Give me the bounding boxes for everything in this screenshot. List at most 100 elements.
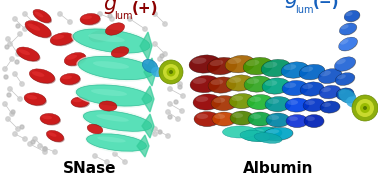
- Ellipse shape: [192, 58, 206, 64]
- Ellipse shape: [340, 24, 357, 36]
- Circle shape: [163, 22, 167, 26]
- Text: SNase: SNase: [63, 161, 117, 176]
- Ellipse shape: [207, 57, 237, 75]
- Circle shape: [16, 52, 20, 56]
- Circle shape: [23, 12, 27, 16]
- Circle shape: [153, 42, 157, 46]
- Ellipse shape: [268, 115, 279, 120]
- Ellipse shape: [335, 73, 355, 85]
- Ellipse shape: [339, 38, 358, 51]
- Ellipse shape: [190, 75, 220, 93]
- Ellipse shape: [96, 114, 129, 122]
- Ellipse shape: [285, 98, 310, 113]
- Ellipse shape: [302, 67, 313, 72]
- Ellipse shape: [30, 70, 56, 84]
- Circle shape: [93, 154, 97, 158]
- Ellipse shape: [208, 58, 237, 75]
- Circle shape: [143, 27, 147, 31]
- Circle shape: [18, 97, 22, 101]
- Circle shape: [43, 150, 47, 154]
- Circle shape: [166, 134, 170, 138]
- Circle shape: [180, 109, 184, 113]
- Ellipse shape: [335, 57, 356, 72]
- Ellipse shape: [305, 100, 315, 105]
- Ellipse shape: [33, 9, 51, 23]
- Ellipse shape: [282, 81, 308, 96]
- Ellipse shape: [73, 29, 150, 53]
- Ellipse shape: [287, 115, 308, 128]
- Circle shape: [176, 117, 180, 121]
- Ellipse shape: [320, 101, 340, 113]
- Ellipse shape: [25, 94, 47, 106]
- Ellipse shape: [197, 114, 208, 119]
- Ellipse shape: [246, 60, 259, 66]
- Ellipse shape: [189, 55, 221, 73]
- Ellipse shape: [263, 128, 293, 141]
- Circle shape: [58, 12, 62, 16]
- Ellipse shape: [228, 58, 241, 64]
- Ellipse shape: [82, 109, 153, 133]
- Circle shape: [33, 22, 37, 26]
- Ellipse shape: [93, 61, 129, 69]
- Ellipse shape: [254, 133, 282, 143]
- Circle shape: [6, 117, 10, 121]
- Ellipse shape: [305, 115, 324, 128]
- Ellipse shape: [226, 56, 256, 73]
- Ellipse shape: [89, 30, 111, 42]
- Text: lum: lum: [114, 11, 133, 21]
- Ellipse shape: [193, 78, 206, 84]
- Ellipse shape: [191, 76, 220, 93]
- Circle shape: [28, 142, 32, 146]
- Circle shape: [113, 152, 117, 156]
- Circle shape: [153, 127, 157, 131]
- Circle shape: [168, 87, 172, 91]
- Ellipse shape: [189, 55, 222, 74]
- Ellipse shape: [72, 98, 90, 108]
- Ellipse shape: [229, 93, 255, 109]
- Ellipse shape: [212, 112, 237, 127]
- Ellipse shape: [250, 114, 261, 119]
- Polygon shape: [140, 32, 152, 60]
- Ellipse shape: [285, 98, 309, 112]
- Ellipse shape: [76, 85, 152, 106]
- Ellipse shape: [284, 64, 296, 70]
- Circle shape: [158, 57, 162, 61]
- Ellipse shape: [339, 37, 358, 51]
- Ellipse shape: [281, 62, 309, 78]
- Ellipse shape: [32, 71, 44, 77]
- Ellipse shape: [105, 23, 125, 35]
- Ellipse shape: [64, 53, 86, 66]
- Ellipse shape: [65, 54, 87, 66]
- Circle shape: [153, 12, 157, 16]
- Circle shape: [31, 140, 35, 144]
- Ellipse shape: [226, 75, 254, 91]
- Ellipse shape: [263, 127, 293, 141]
- Ellipse shape: [51, 34, 75, 46]
- Ellipse shape: [212, 112, 236, 126]
- Ellipse shape: [225, 55, 255, 73]
- Ellipse shape: [80, 13, 100, 24]
- Circle shape: [33, 137, 37, 141]
- Circle shape: [15, 60, 19, 64]
- Ellipse shape: [322, 103, 331, 107]
- Ellipse shape: [300, 65, 325, 80]
- Ellipse shape: [282, 62, 310, 79]
- Ellipse shape: [261, 59, 291, 77]
- Circle shape: [38, 144, 42, 148]
- Circle shape: [3, 67, 7, 71]
- Circle shape: [68, 20, 72, 24]
- Ellipse shape: [230, 111, 254, 125]
- Ellipse shape: [26, 95, 37, 100]
- Ellipse shape: [248, 112, 273, 127]
- Ellipse shape: [285, 83, 296, 88]
- Circle shape: [181, 94, 185, 98]
- Polygon shape: [142, 114, 154, 138]
- Ellipse shape: [263, 78, 290, 95]
- Circle shape: [363, 106, 367, 110]
- Ellipse shape: [301, 82, 324, 97]
- Circle shape: [178, 82, 182, 86]
- Circle shape: [160, 54, 164, 58]
- Circle shape: [20, 125, 24, 129]
- Ellipse shape: [247, 94, 273, 109]
- Ellipse shape: [242, 127, 282, 141]
